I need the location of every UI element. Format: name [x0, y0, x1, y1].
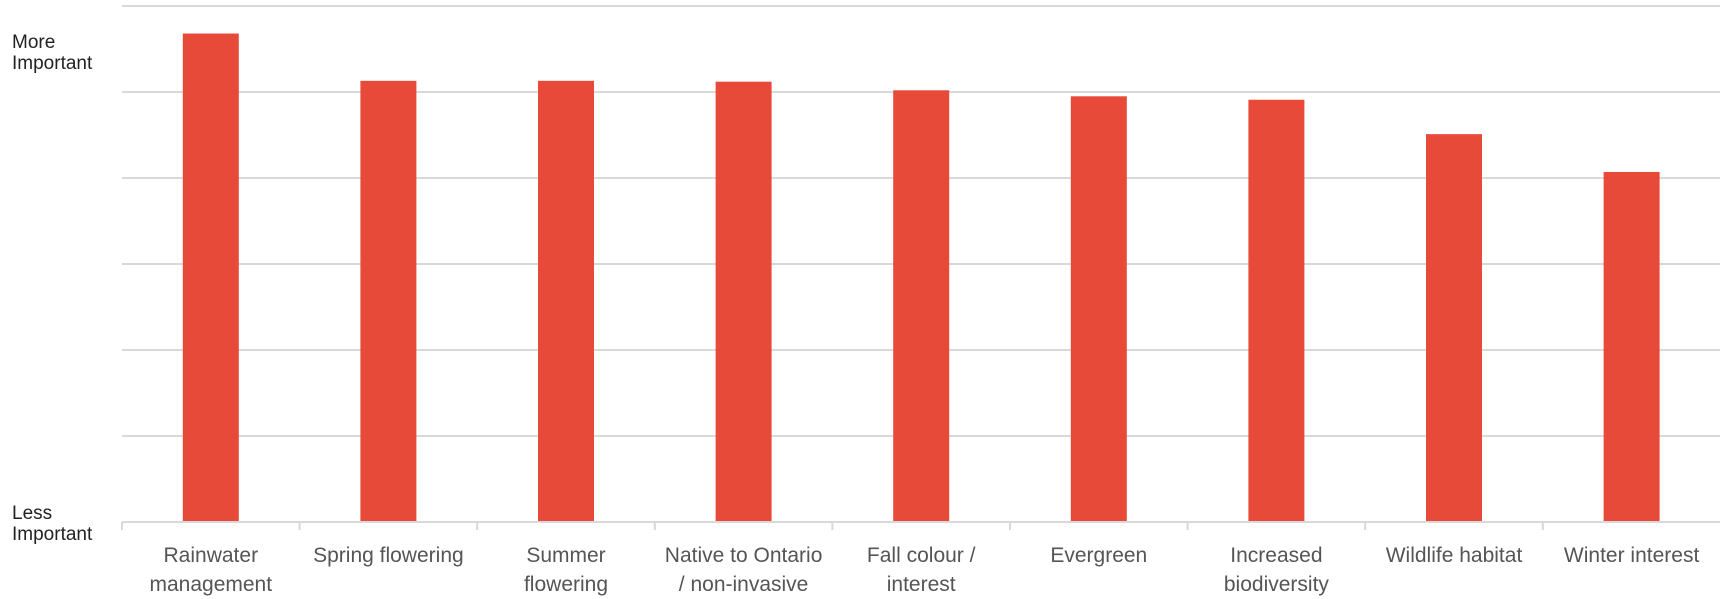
x-tick-label-line: interest [887, 573, 956, 596]
bar [360, 80, 417, 522]
y-bottom-label: Less Important [12, 503, 93, 545]
x-tick-label: Wildlife habitat [1386, 544, 1523, 567]
x-tick-label: Summer flowering [524, 544, 608, 596]
bars [182, 33, 1660, 523]
bar [1070, 96, 1127, 523]
x-tick-label: Spring flowering [313, 544, 464, 567]
x-tick-label: Evergreen [1050, 544, 1147, 567]
x-tick-labels: Rainwater management Spring flowering Summe… [150, 544, 1700, 596]
bar [893, 90, 950, 522]
x-tick-label: Winter interest [1564, 544, 1700, 567]
x-tick-label: Native to Ontario / non-invasive [665, 544, 823, 596]
x-tick-label-line: Fall colour / [867, 544, 976, 567]
x-tick-label-line: Increased [1230, 544, 1322, 567]
y-axis-labels: More Important Less Important [12, 32, 93, 545]
x-tick-label-line: flowering [524, 573, 608, 596]
x-tick-label-line: Summer [526, 544, 605, 567]
x-tick-label: Rainwater management [150, 544, 273, 596]
y-top-label-line-1: More [12, 32, 55, 53]
x-tick-label: Fall colour / interest [867, 544, 976, 596]
x-axis [121, 521, 1720, 530]
bar [182, 33, 239, 523]
bar [1426, 134, 1482, 522]
y-bottom-label-line-1: Less [12, 503, 52, 524]
bar [1248, 99, 1305, 523]
bar [715, 81, 772, 523]
x-tick-label-line: Wildlife habitat [1386, 544, 1523, 567]
bar [1603, 171, 1660, 523]
x-tick-label-line: Evergreen [1050, 544, 1147, 567]
x-tick-label-line: Rainwater [164, 544, 259, 567]
x-tick-label: Increased biodiversity [1224, 544, 1330, 596]
x-tick-label-line: Native to Ontario [665, 544, 823, 567]
y-bottom-label-line-2: Important [12, 524, 93, 545]
y-top-label: More Important [12, 32, 93, 74]
x-tick-label-line: biodiversity [1224, 573, 1330, 596]
bar [538, 80, 594, 522]
x-tick-label-line: Winter interest [1564, 544, 1700, 567]
x-tick-label-line: / non-invasive [679, 573, 809, 596]
y-top-label-line-2: Important [12, 53, 93, 74]
x-tick-label-line: management [150, 573, 273, 596]
x-tick-label-line: Spring flowering [313, 544, 464, 567]
